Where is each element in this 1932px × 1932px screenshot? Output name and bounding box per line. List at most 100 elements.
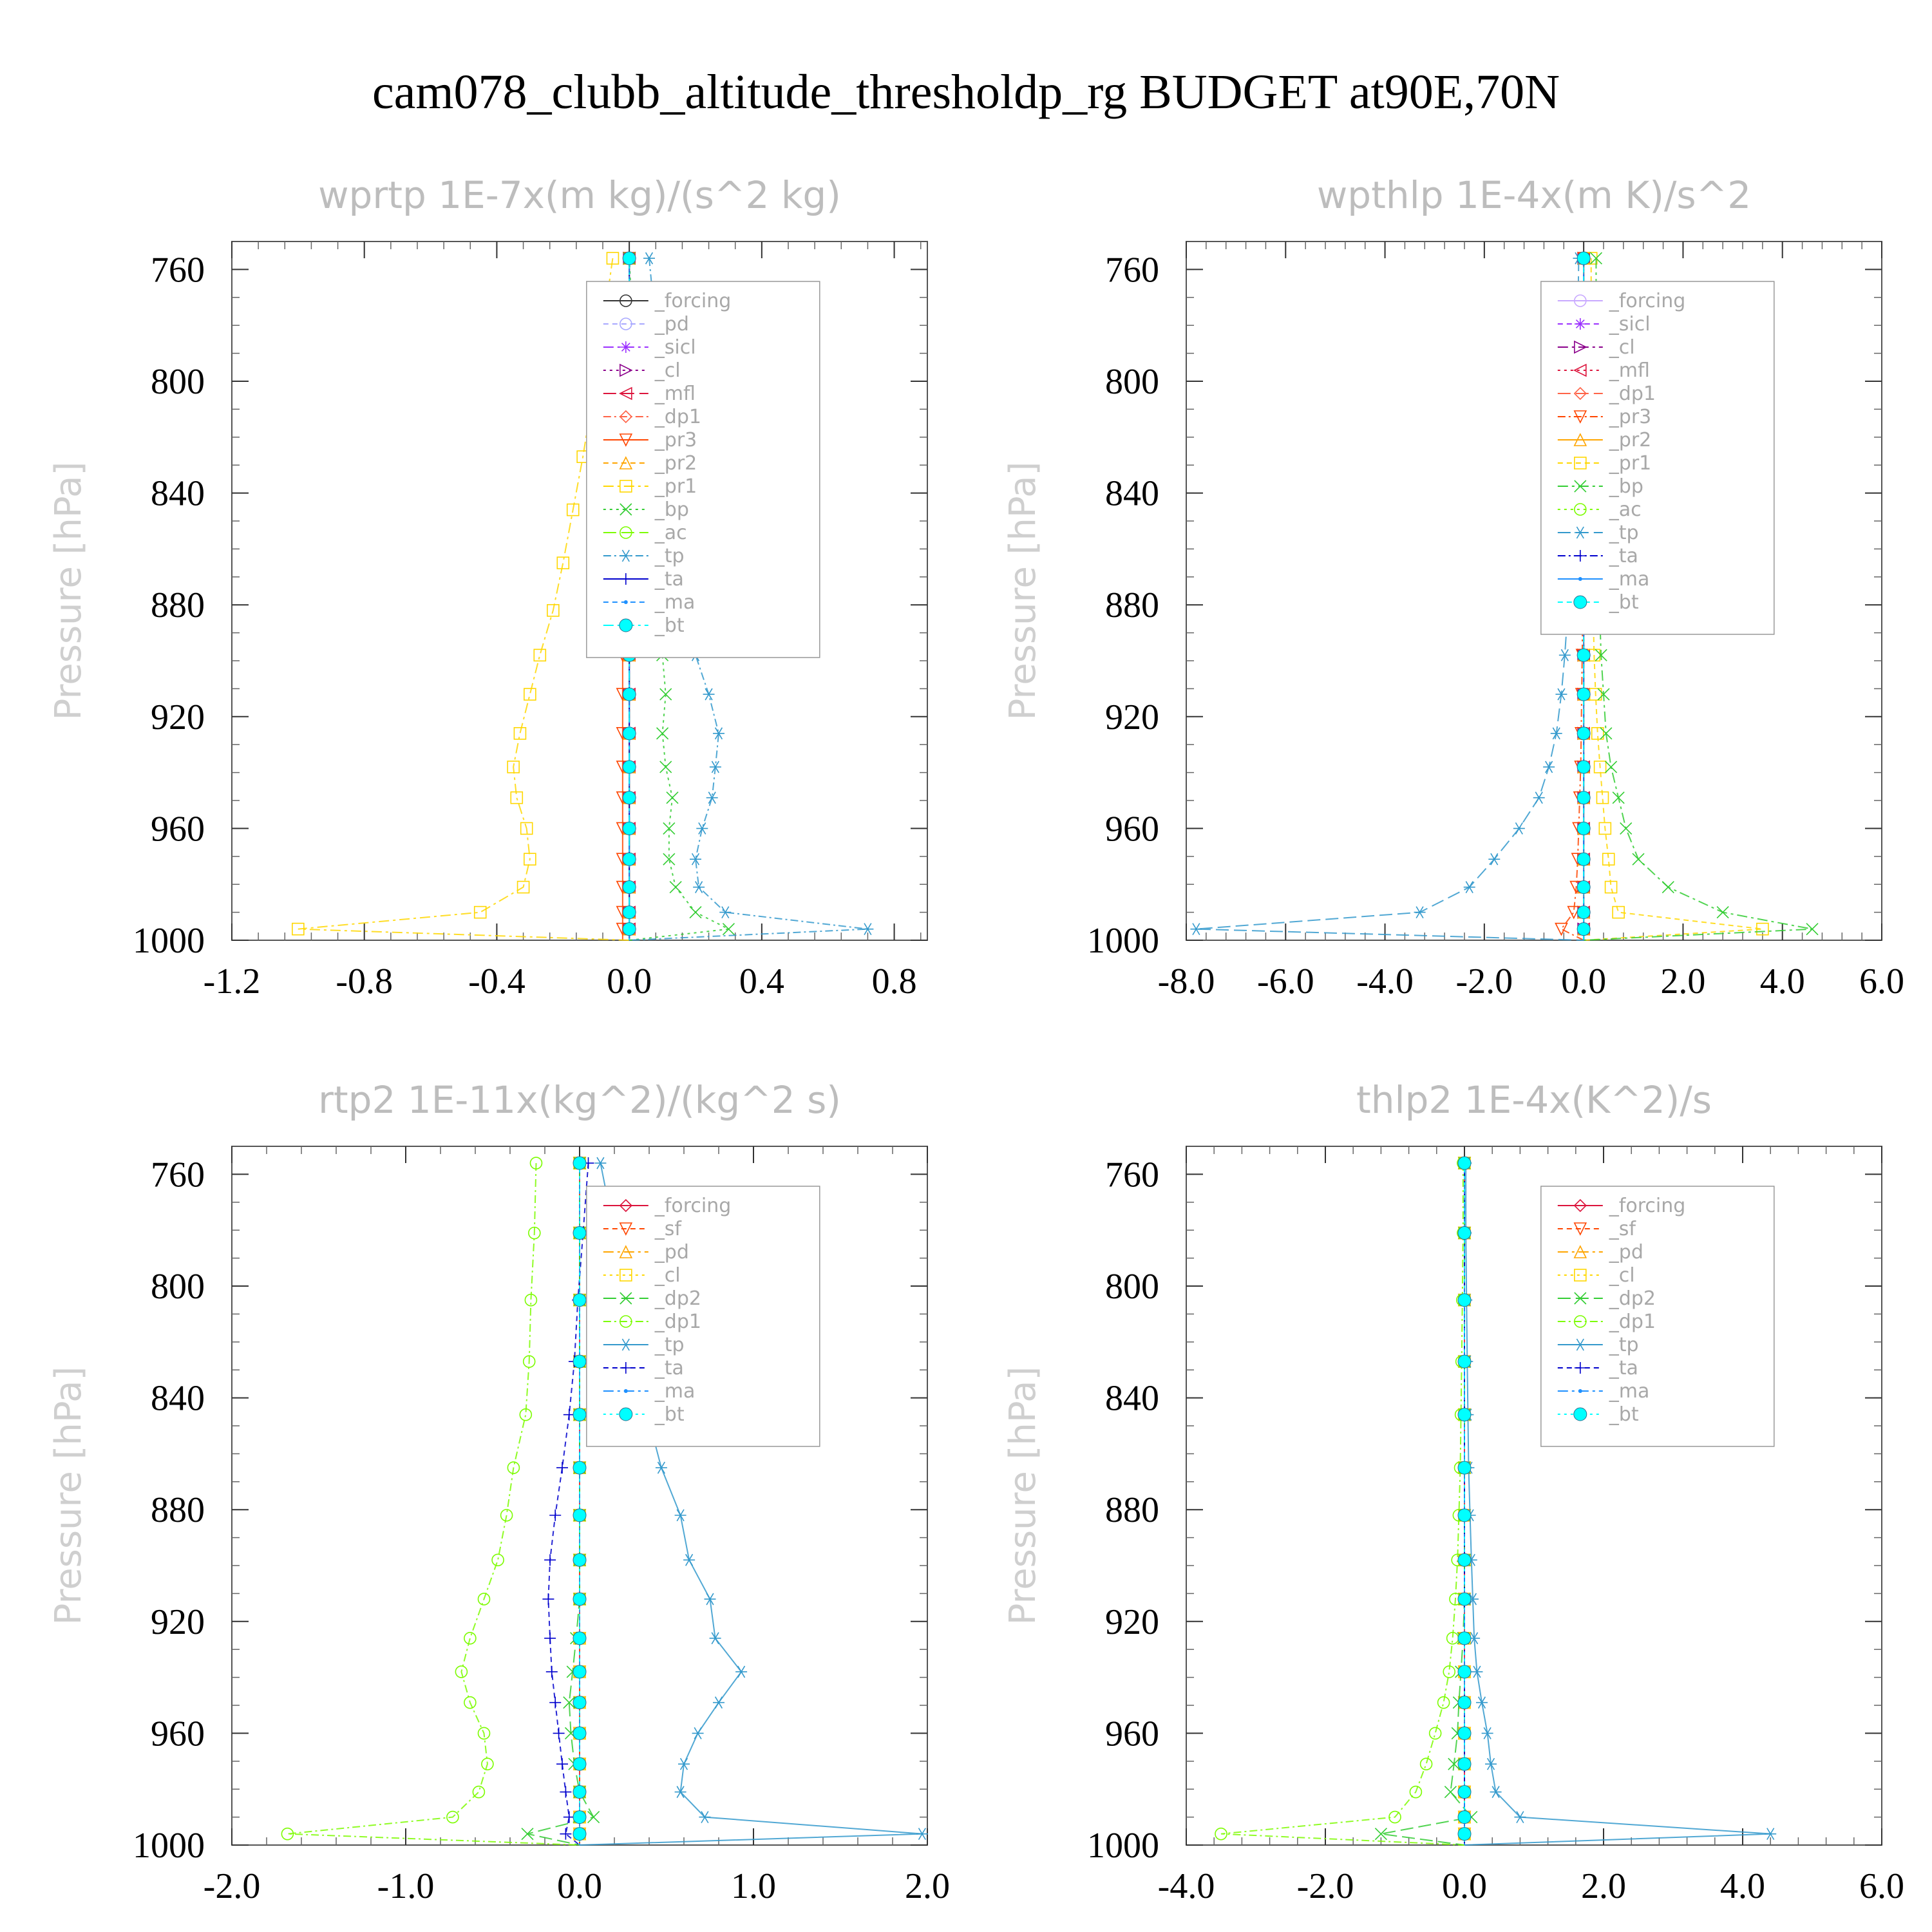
panel-4-legend-label: _pd [1609,1241,1643,1264]
panel-3-bt-point [573,1757,587,1771]
panel-3-y-tick-label: 960 [151,1714,205,1754]
panel-3-ta-point [549,1696,562,1709]
panel-3-dp1-point [507,1461,520,1474]
panel-1-legend-marker [620,573,632,585]
panel-3-legend-marker [620,1362,632,1374]
panel-1-pr1-point [510,791,524,804]
panel-1-legend-marker [620,341,632,353]
panel-2-legend-label: _pr1 [1609,452,1651,475]
panel-3-dp1-point [446,1810,459,1824]
panel-4-x-tick-label: -4.0 [1158,1866,1215,1906]
panel-3-x-tick-label: 2.0 [905,1866,950,1906]
panel-2-x-tick-label: 0.0 [1561,961,1606,1001]
panel-3-y-tick-label: 840 [151,1379,205,1419]
panel-1-legend-marker [619,410,632,424]
panel-1-pr1-point [556,556,570,569]
panel-1-bt-point [622,880,636,895]
panel-3-bt-point [573,1408,587,1422]
panel-2-legend-label: _ta [1609,545,1638,567]
panel-2-tp-point [1513,822,1525,835]
panel-2-bp-point [1605,761,1618,773]
panel-2-bp-point [1662,880,1674,894]
panel-3-dp2-point [587,1811,600,1824]
panel-4-dp1-point [1419,1757,1433,1770]
panel-4-series-bt [1457,1156,1472,1845]
panel-1-x-tick-label: -0.4 [468,961,526,1001]
panel-1-legend-box [586,281,820,658]
panel-1-pr1-point [516,880,530,894]
panel-2-pr1-point [1602,853,1615,866]
panel-4-tp-point [1476,1696,1488,1709]
panel-1-legend-label: _tp [654,545,685,567]
panel-4-bt-point [1457,1726,1472,1740]
panel-3-series-bt [573,1156,587,1845]
panel-3-x-tick-label: -2.0 [204,1866,261,1906]
panel-3-y-axis-label: Pressure [hPa] [48,1367,90,1625]
panel-3-legend-label: _pd [654,1241,689,1264]
panel-1-legend-marker [619,317,632,330]
panel-3-legend-label: _ta [654,1357,684,1379]
panel-3-ta-point [560,1828,572,1840]
panel-4-legend-label: _tp [1609,1334,1639,1356]
panel-2-pr1-point [1598,822,1612,835]
panel-2-legend-marker [1573,433,1587,446]
panel-3-ta-point [560,1786,572,1798]
panel-1-frame [231,241,928,941]
panel-2-legend-label: _ma [1609,568,1650,591]
panel-3-tp-point [709,1632,721,1645]
panel-2-pr1-point [1604,880,1618,894]
panel-4-legend-marker [1573,1222,1587,1236]
panel-4-series-dp1 [1215,1157,1470,1846]
panel-1-tp-point [690,853,701,866]
panel-1-x-tick-label: 0.0 [607,961,652,1001]
panel-2-y-tick-label: 840 [1105,474,1159,514]
panel-3-tp-point [916,1828,928,1841]
panel-3-tp-point [699,1811,711,1824]
panel-1-pr1-line [298,258,630,941]
panel-1-legend-marker [619,526,632,539]
panel-2-legend-label: _pr2 [1609,429,1651,451]
panel-4-bt-point [1457,1785,1472,1799]
panel-1-tp-point [706,791,718,804]
panel-4-minor-ticks [1186,1146,1882,1846]
panel-4-tp-point [1765,1828,1777,1841]
panel-2-bt-point [1577,880,1591,895]
panel-4-legend-marker [1573,1407,1587,1421]
panel-1-legend-label: _ta [654,568,684,591]
panel-2-legend-marker [1574,526,1586,539]
panel-1-pr1-point [547,604,560,617]
panel-3-dp1-point [477,1593,491,1605]
panel-1-bt-point [622,251,636,265]
panel-1-pr1-point [606,252,620,265]
panel-3-dp1-point [524,1293,538,1307]
panel-3-tp-point [674,1786,687,1798]
panel-3-ta-point [556,1462,568,1474]
panel-2-legend-marker [1574,550,1586,562]
panel-2-legend: _forcing_sicl_cl_mfl_dp1_pr3_pr2_pr1_bp_… [1540,281,1775,635]
panel-1-pr1-point [473,905,487,919]
panel-2-pr1-point [1593,761,1607,773]
panel-3-y-tick-label: 760 [151,1155,205,1195]
panel-1-bt-point [622,760,636,774]
panel-1-x-tick-label: -0.8 [336,961,393,1001]
panel-4-y-tick-label: 760 [1105,1155,1159,1195]
panel-3-y-tick-label: 880 [151,1490,205,1530]
panel-3-ta-point [544,1632,556,1644]
panel-4-tp-line [1464,1163,1771,1846]
panel-2-legend-marker [1574,318,1586,330]
panel-4-legend-label: _forcing [1609,1195,1685,1217]
panel-2-tp-point [1558,649,1571,661]
panel-2-bt-point [1577,726,1591,741]
panel-1-x-tick-label: -1.2 [204,961,261,1001]
panel-4-dp1-point [1409,1785,1423,1799]
panel-2-y-tick-label: 960 [1105,809,1159,849]
panel-2-bp-point [1716,906,1729,919]
panel-1-legend-marker [619,433,633,447]
panel-4-legend-label: _cl [1609,1264,1635,1287]
panel-2-legend-marker [1573,595,1587,609]
panel-2-tp-line [1196,258,1584,941]
panel-3-dp1-point [281,1827,294,1841]
panel-1-bp-point [669,880,682,894]
panel-4-y-tick-label: 880 [1105,1490,1159,1530]
panel-2-legend-marker [1574,340,1587,354]
